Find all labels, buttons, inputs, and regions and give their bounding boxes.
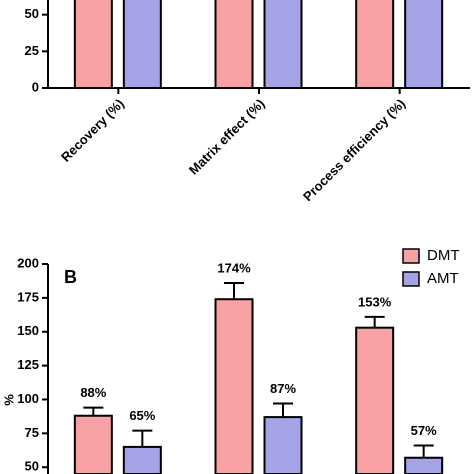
panel-b: 50 75 100 125 150 175 200 88% 174% 153% 65% 87% 57% B…: [1, 247, 460, 474]
bar: [355, 326, 395, 474]
x-tick-label: Matrix effect (%): [186, 96, 268, 178]
legend-swatch: [402, 248, 420, 264]
legend-swatch: [402, 271, 420, 287]
y-tick-label: 25: [25, 43, 39, 58]
y-tick-label: 150: [17, 323, 39, 338]
x-tick-label: Process efficiency (%): [300, 96, 408, 204]
legend-label: DMT: [427, 247, 460, 264]
bar: [404, 456, 444, 474]
bar: [263, 0, 303, 88]
y-tick-label: 200: [17, 255, 39, 270]
y-axis-label: %: [1, 394, 16, 406]
value-label: 57%: [411, 423, 437, 438]
legend-label: AMT: [427, 270, 459, 287]
value-label: 88%: [80, 385, 106, 400]
y-tick-label: 50: [25, 6, 39, 21]
bar: [73, 414, 113, 474]
bar: [122, 445, 162, 474]
y-tick-label: 50: [25, 459, 39, 474]
bar: [404, 0, 444, 88]
y-tick-label: 100: [17, 391, 39, 406]
bar: [122, 0, 162, 88]
panel-label: B: [64, 267, 77, 287]
panel-a-bars: [73, 0, 444, 88]
value-label: 153%: [358, 294, 392, 309]
value-label: 65%: [129, 408, 155, 423]
value-label: 174%: [217, 260, 251, 275]
y-tick-label: 0: [32, 79, 39, 94]
y-tick-label: 75: [25, 425, 39, 440]
bar: [214, 298, 254, 474]
bar: [73, 0, 113, 88]
bar: [214, 0, 254, 88]
x-tick-label: Recovery (%): [58, 96, 127, 165]
value-label: 87%: [270, 381, 296, 396]
y-tick-label: 175: [17, 289, 39, 304]
bar: [355, 0, 395, 88]
bar: [263, 416, 303, 474]
y-tick-label: 125: [17, 357, 39, 372]
